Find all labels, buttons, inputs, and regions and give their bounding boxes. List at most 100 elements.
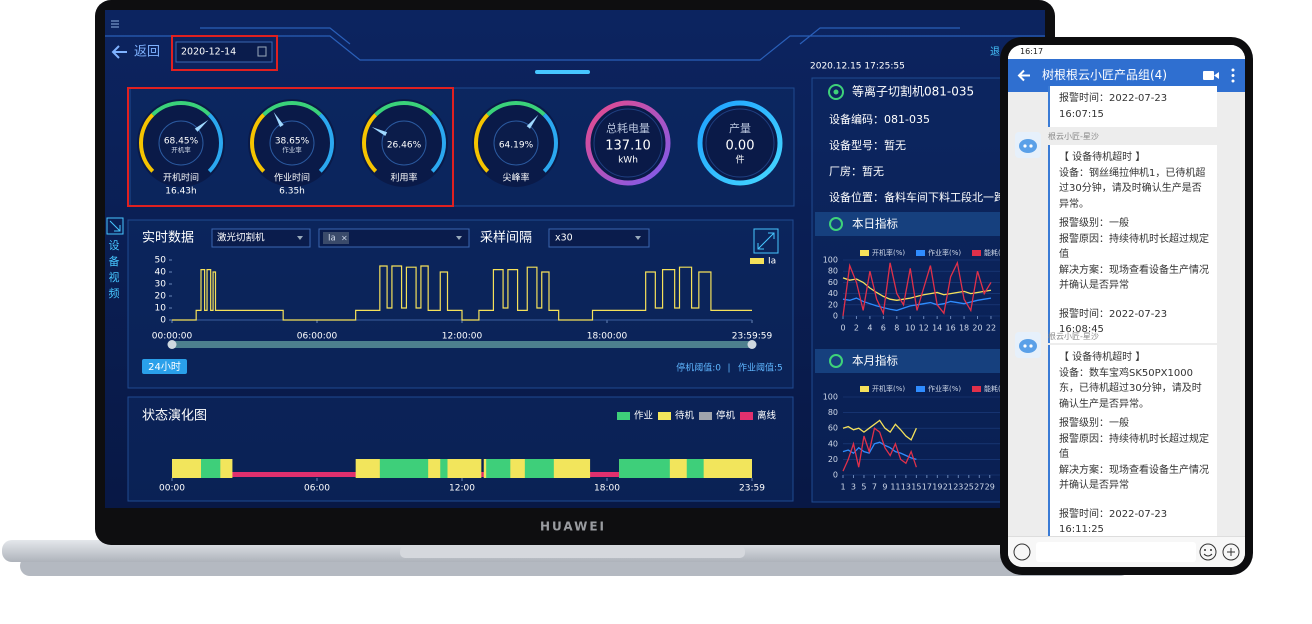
legend-label: 作业 xyxy=(634,410,653,422)
legend-label: 停机 xyxy=(716,410,736,422)
expand-icon xyxy=(757,232,775,250)
gauge-ring xyxy=(151,101,211,117)
x-tick-label: 5 xyxy=(861,483,866,492)
legend-swatch xyxy=(658,412,671,420)
bubble: 报警时间：2022-07-23 16:07:15 xyxy=(1048,86,1217,127)
x-tick-label: 06:00 xyxy=(304,484,330,494)
slider-handle[interactable] xyxy=(167,340,177,349)
menu-icon[interactable] xyxy=(111,20,119,28)
gauge-ring xyxy=(207,113,223,173)
x-tick-label: 23:59:59 xyxy=(732,332,773,342)
y-tick-label: 10 xyxy=(155,304,167,314)
timestamp: 2020.12.15 17:25:55 xyxy=(810,62,905,72)
gauge-ring xyxy=(362,113,378,173)
x-tick-label: 11 xyxy=(890,483,900,492)
x-tick-label: 23 xyxy=(953,483,963,492)
phone-screen: 16:17 树根根云小匠产品组(4) 报警时间：2022-07-23 16:07… xyxy=(1008,45,1245,567)
legend-label: 开机率(%) xyxy=(872,248,905,257)
state-panel xyxy=(127,396,794,502)
section-icon xyxy=(829,217,843,231)
y-tick-label: 50 xyxy=(155,256,167,266)
status-bar: 16:17 xyxy=(1008,45,1245,59)
back-text[interactable]: 返回 xyxy=(134,45,160,60)
y-tick-label: 40 xyxy=(155,268,167,278)
side-tab-char[interactable]: 频 xyxy=(109,286,120,300)
x-tick-label: 06:00:00 xyxy=(297,332,338,342)
select-text[interactable]: 激光切割机 xyxy=(217,232,265,244)
y-tick-label: 20 xyxy=(155,292,167,302)
laptop-notch xyxy=(400,546,745,558)
total-unit: 件 xyxy=(735,154,744,166)
input-bar xyxy=(1008,536,1245,567)
y-tick-label: 60 xyxy=(828,278,838,287)
gauge-core xyxy=(158,120,204,166)
gauge-ring xyxy=(139,113,155,173)
back-arrow[interactable] xyxy=(1014,59,1034,92)
range-badge[interactable] xyxy=(142,359,187,374)
side-icon[interactable] xyxy=(106,217,124,235)
device-select[interactable] xyxy=(211,228,311,248)
gauge-value: 26.46% xyxy=(387,141,422,151)
total-value: 137.10 xyxy=(605,139,651,154)
date-text[interactable]: 2020-12-14 xyxy=(181,47,236,58)
tag-select[interactable] xyxy=(318,228,470,248)
y-tick-label: 80 xyxy=(828,267,838,276)
gauge-ring xyxy=(250,113,266,173)
range-badge-text[interactable]: 24小时 xyxy=(148,361,181,373)
gauge-value: 68.45% xyxy=(164,137,199,147)
total-ring xyxy=(697,100,783,186)
message-line: 报警原因：持续待机时长超过规定值 xyxy=(1059,233,1209,261)
state-segment xyxy=(201,459,221,478)
dropdown-arrow xyxy=(297,236,303,240)
interval-select[interactable] xyxy=(548,228,650,248)
x-tick-label: 12:00 xyxy=(449,484,475,494)
header-indicator xyxy=(535,70,590,74)
side-tab-char[interactable]: 备 xyxy=(109,254,120,268)
back-button[interactable]: 返回 xyxy=(111,45,160,60)
state-segment xyxy=(440,459,448,478)
expand-button[interactable] xyxy=(753,228,779,254)
header-icons[interactable] xyxy=(1199,59,1239,92)
info-row: 设备型号：暂无 xyxy=(829,138,906,152)
x-tick-label: 23:59 xyxy=(739,484,765,494)
time-slider[interactable] xyxy=(172,341,752,348)
message: 根云小匠-星沙【 设备待机超时 】设备：数车宝鸡SK50PX1000东，已待机超… xyxy=(1015,332,1217,543)
avatar-icon xyxy=(1019,139,1037,153)
select-text[interactable]: x30 xyxy=(555,233,573,244)
line xyxy=(842,419,917,441)
side-tab-char[interactable]: 视 xyxy=(109,270,120,284)
gauge-core xyxy=(269,120,315,166)
gauge-ring xyxy=(318,113,334,173)
message-line: 报警时间：2022-07-23 16:08:45 xyxy=(1059,308,1168,336)
line xyxy=(842,260,992,317)
legend-swatch xyxy=(916,386,925,392)
legend-label: 待机 xyxy=(675,410,695,422)
gauge-amount: 16.43h xyxy=(165,187,196,197)
input-controls[interactable] xyxy=(1008,537,1245,567)
x-tick-label: 13 xyxy=(901,483,911,492)
bubble: 【 设备待机超时 】设备：钢丝绳拉伸机1，已待机超过30分钟，请及时确认生产是否… xyxy=(1048,145,1217,343)
x-tick-label: 9 xyxy=(882,483,887,492)
x-tick-label: 22 xyxy=(986,324,996,333)
info-row: 厂房：暂无 xyxy=(829,165,884,178)
tag-close[interactable]: × xyxy=(341,234,348,243)
y-tick-label: 40 xyxy=(828,289,838,298)
x-tick-label: 00:00 xyxy=(159,484,185,494)
state-segment xyxy=(686,459,704,478)
date-picker[interactable] xyxy=(175,41,273,63)
x-tick-label: 3 xyxy=(851,483,856,492)
tag-text[interactable]: Ia xyxy=(328,234,336,244)
legend-label: 离线 xyxy=(757,410,777,422)
edge-text: 退 xyxy=(990,46,1000,58)
dropdown-arrow xyxy=(635,236,641,240)
legend-label: 能耗(k xyxy=(984,384,1006,393)
calendar-icon[interactable] xyxy=(257,46,267,57)
slider-handle[interactable] xyxy=(747,340,757,349)
y-tick-label: 0 xyxy=(160,316,166,326)
tag[interactable] xyxy=(323,232,349,244)
device-title: 等离子切割机081-035 xyxy=(852,84,974,99)
realtime-panel xyxy=(127,219,794,389)
side-tab-char[interactable]: 设 xyxy=(109,239,120,252)
